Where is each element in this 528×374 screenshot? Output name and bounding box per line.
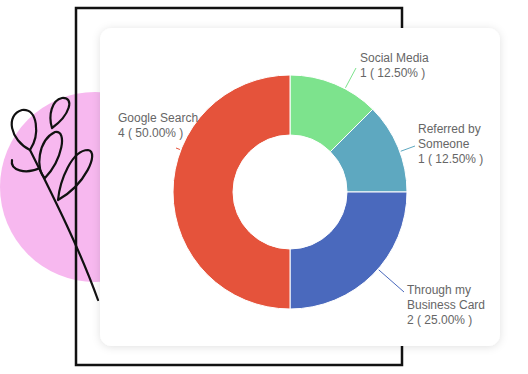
leaf-drawing [12, 160, 40, 171]
leader-line [401, 146, 415, 151]
plot [173, 75, 407, 309]
leader-line [176, 148, 180, 150]
slice [330, 109, 407, 192]
value-label: 1 ( 12.50% ) [418, 152, 483, 166]
canvas: Social Media1 ( 12.50% )Referred bySomeo… [0, 0, 528, 374]
leaf-drawing [58, 150, 92, 200]
leaf-drawing [50, 98, 69, 128]
category-label: Referred bySomeone [418, 122, 481, 151]
value-label: 2 ( 25.00% ) [407, 313, 472, 327]
card [100, 28, 500, 346]
value-label: 4 ( 50.00% ) [118, 126, 183, 140]
slice [290, 192, 407, 309]
category-label: Google Search [118, 111, 198, 125]
category-label: Social Media [360, 51, 429, 65]
leaf-drawing [39, 132, 62, 178]
leader-line [345, 68, 356, 88]
leader-line [379, 270, 404, 292]
category-label: Through myBusiness Card [407, 283, 485, 312]
value-label: 1 ( 12.50% ) [360, 66, 425, 80]
labels: Social Media1 ( 12.50% )Referred bySomeo… [118, 51, 485, 327]
leaf-drawing [12, 110, 36, 150]
